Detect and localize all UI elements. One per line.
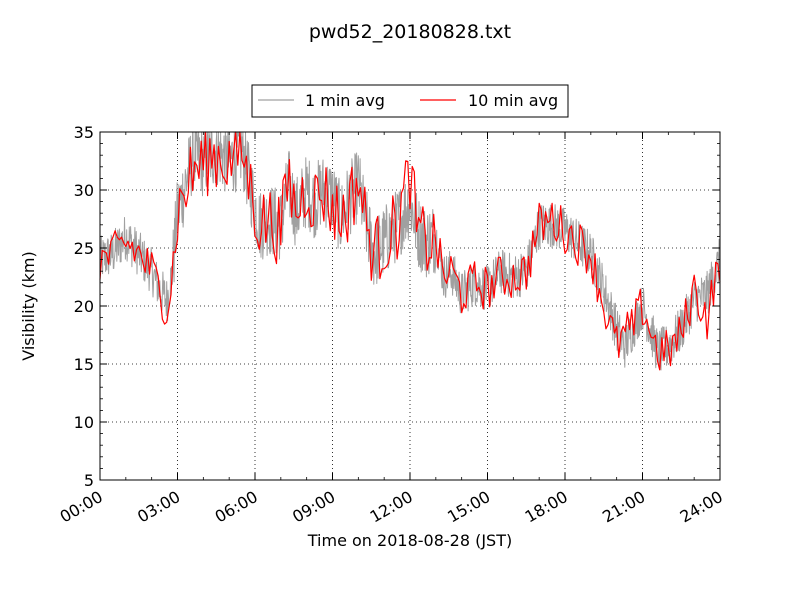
- y-tick-label: 10: [74, 413, 94, 432]
- x-axis-label: Time on 2018-08-28 (JST): [307, 531, 512, 550]
- y-tick-label: 30: [74, 181, 94, 200]
- legend-label-10min-avg: 10 min avg: [468, 91, 558, 110]
- plot-frame: [99, 131, 721, 481]
- y-tick-label: 20: [74, 297, 94, 316]
- line-1min-avg: [99, 131, 721, 371]
- legend-label-1min-avg: 1 min avg: [305, 91, 385, 110]
- series-10min-avg: [99, 131, 721, 371]
- y-tick-label: 15: [74, 355, 94, 374]
- legend-box: [251, 84, 569, 118]
- grid-lines: [100, 132, 720, 480]
- y-tick-label: 5: [84, 471, 94, 490]
- legend: 1 min avg 10 min avg: [251, 84, 569, 118]
- chart-title: pwd52_20180828.txt: [309, 21, 511, 43]
- y-tick-label: 35: [74, 123, 94, 142]
- y-axis-label: Visibility (km): [19, 251, 38, 360]
- y-tick-labels: 5 10 15 20 25 30 35: [74, 123, 94, 490]
- y-tick-label: 25: [74, 239, 94, 258]
